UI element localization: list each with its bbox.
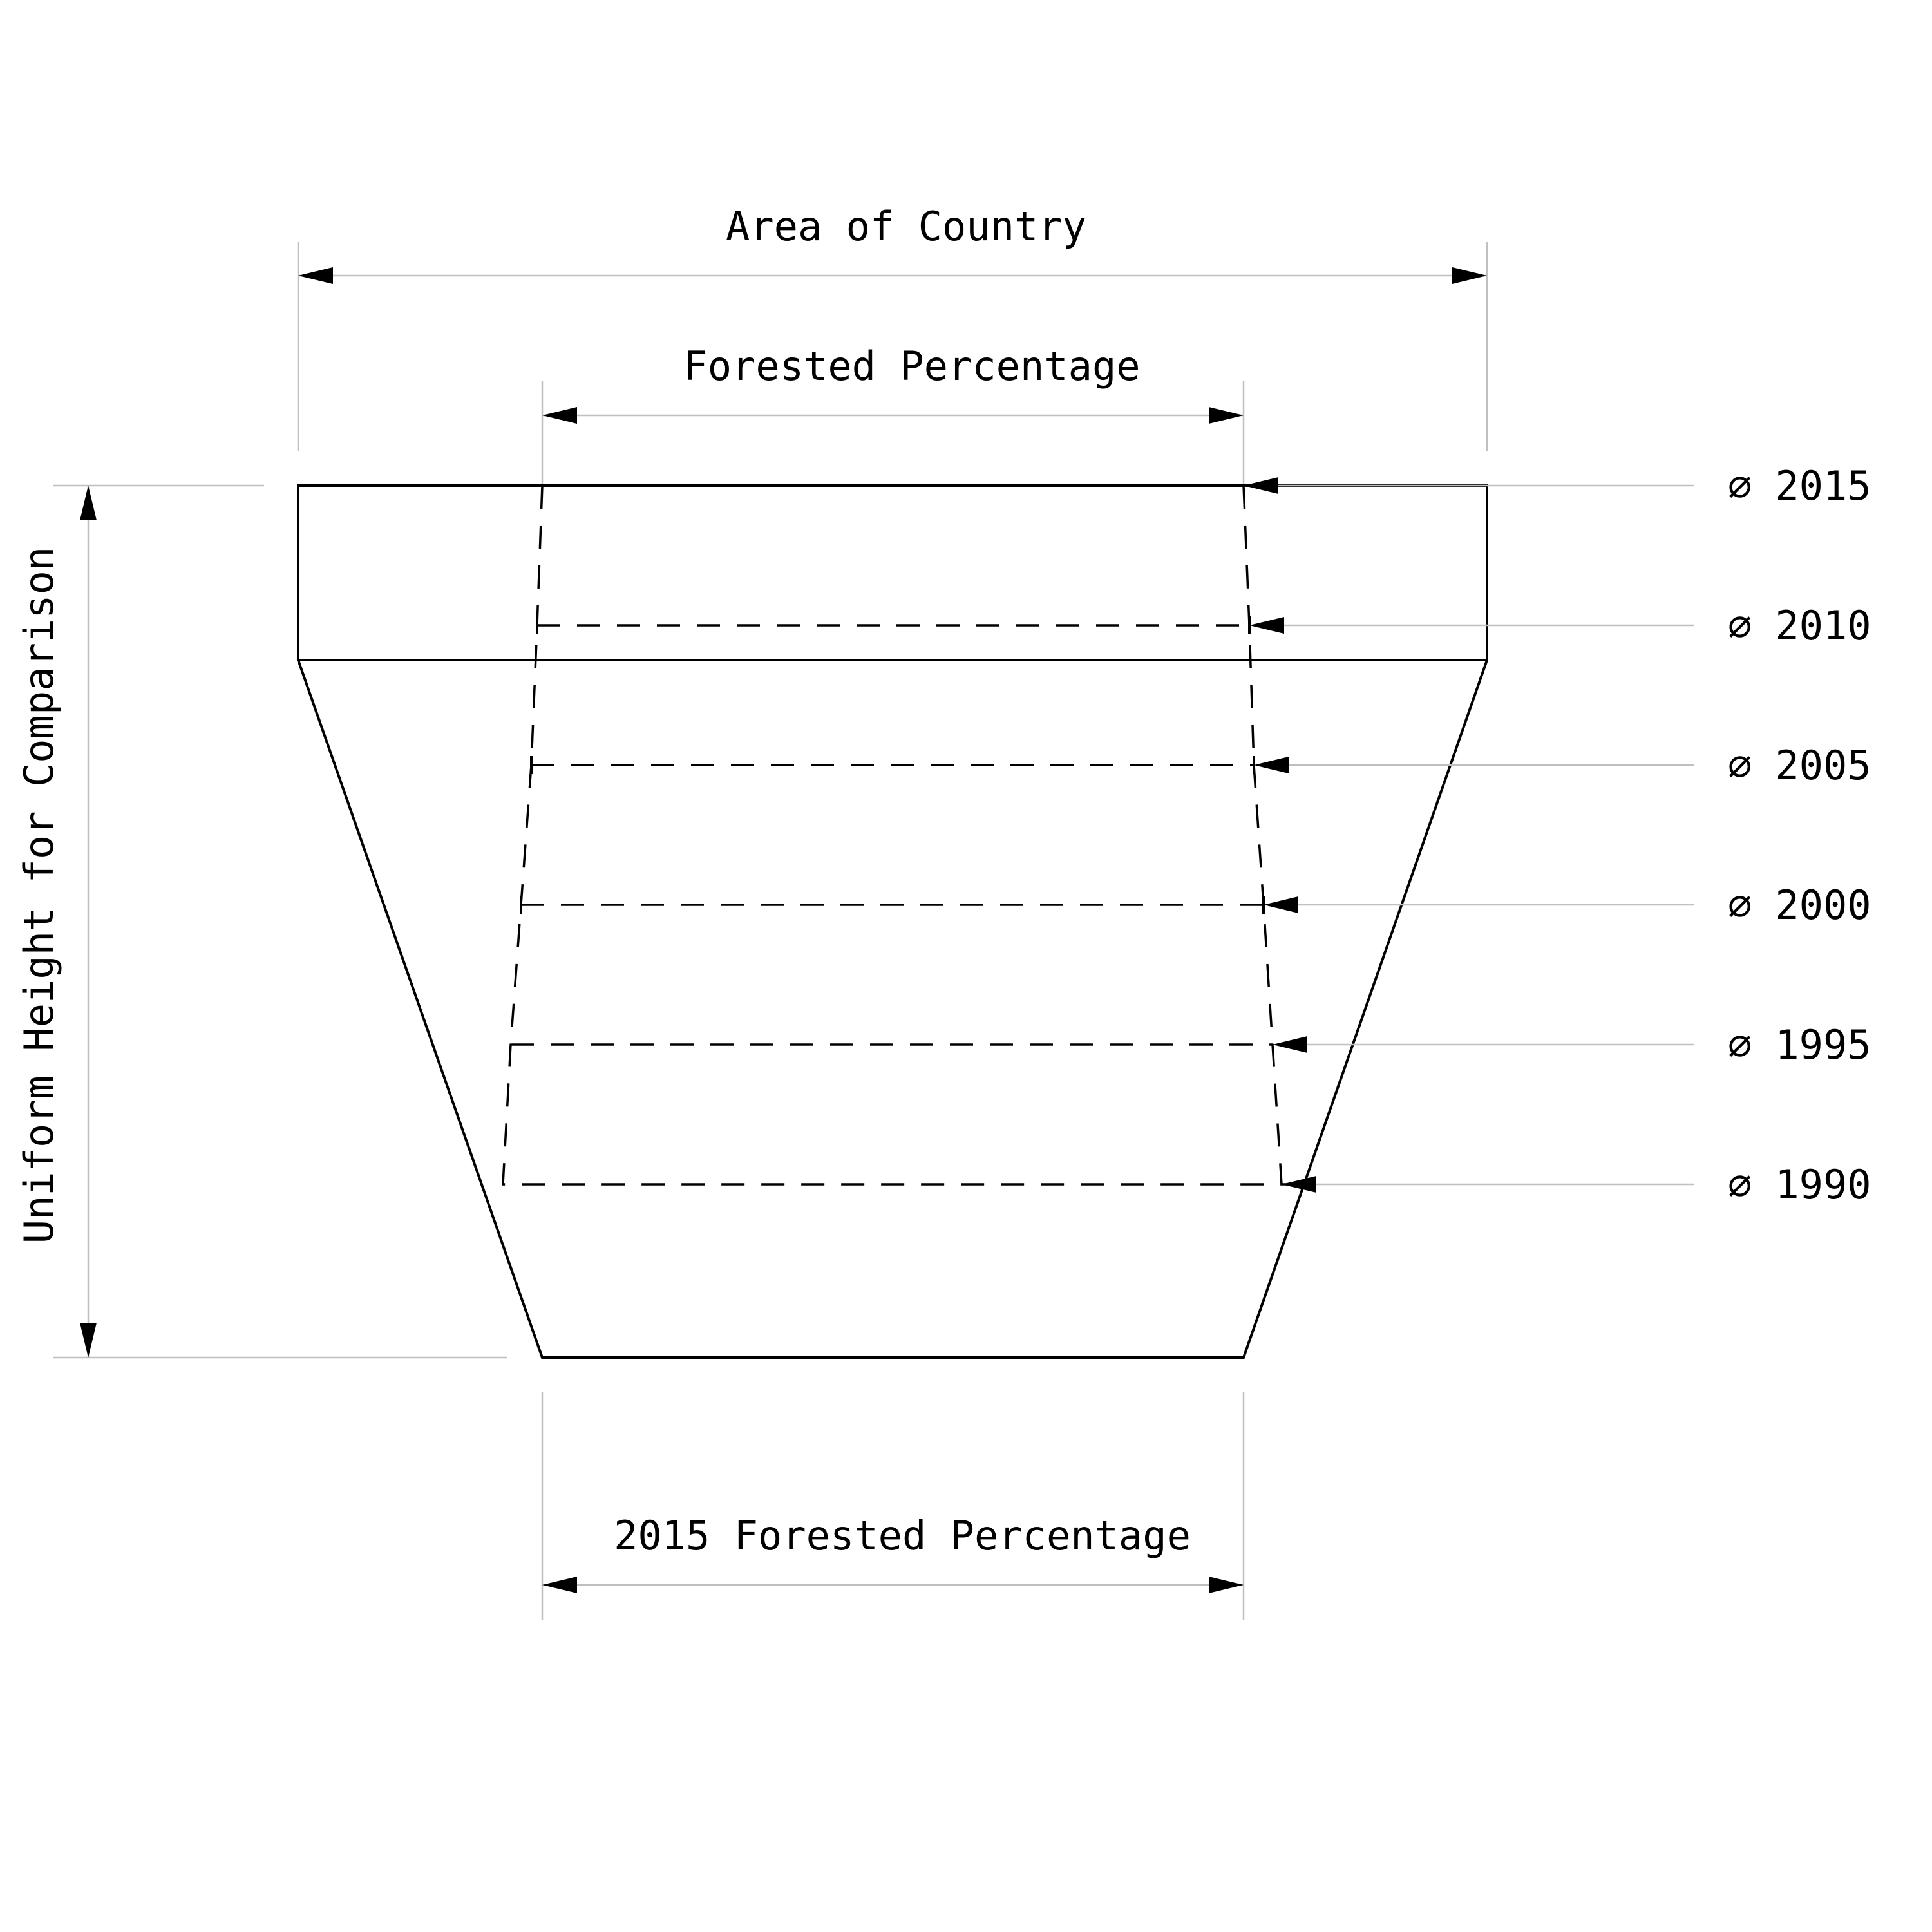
diameter-icon: ⌀ — [1728, 602, 1752, 649]
year-label: ⌀ 2005 — [1728, 742, 1871, 789]
leader-arrowhead — [1249, 617, 1284, 634]
arrowhead-right — [1452, 267, 1487, 284]
year-marker-2015: ⌀ 2015 — [1244, 462, 1871, 509]
diameter-icon: ⌀ — [1728, 882, 1752, 929]
forested-trapezoid — [297, 659, 1488, 1359]
leader-arrowhead — [1282, 1176, 1316, 1193]
forested-percentage-label: Forested Percentage — [683, 343, 1140, 390]
diameter-icon: ⌀ — [1728, 1161, 1752, 1208]
diameter-icon: ⌀ — [1728, 462, 1752, 509]
forested-percentage-2015-label: 2015 Forested Percentage — [614, 1512, 1191, 1559]
year-label: ⌀ 1995 — [1728, 1021, 1871, 1068]
forested-history-outline — [502, 485, 1288, 1186]
diameter-icon: ⌀ — [1728, 1021, 1752, 1068]
uniform-height-dimension: Uniform Height for Comparison — [15, 484, 507, 1359]
year-marker-1995: ⌀ 1995 — [1273, 1021, 1871, 1068]
year-label: ⌀ 2010 — [1728, 602, 1871, 649]
year-label: ⌀ 2000 — [1728, 882, 1871, 929]
leader-arrowhead — [1244, 477, 1278, 494]
arrowhead-top — [80, 486, 97, 520]
area-of-country-dimension: Area of Country — [297, 203, 1488, 451]
arrowhead-right — [1209, 1577, 1244, 1593]
year-label: ⌀ 1990 — [1728, 1161, 1871, 1208]
arrowhead-left — [542, 1577, 577, 1593]
forested-percentage-2015-dimension: 2015 Forested Percentage — [541, 1392, 1245, 1620]
leader-arrowhead — [1254, 757, 1289, 773]
country-area-rectangle — [297, 484, 1488, 661]
year-value: 2015 — [1775, 462, 1871, 509]
area-of-country-label: Area of Country — [726, 203, 1086, 250]
arrowhead-bottom — [80, 1323, 97, 1358]
year-value: 2005 — [1775, 742, 1871, 789]
country-shape — [297, 484, 1488, 1359]
year-value: 2000 — [1775, 882, 1871, 929]
year-marker-1990: ⌀ 1990 — [1282, 1161, 1871, 1208]
arrowhead-right — [1209, 407, 1244, 424]
uniform-height-label: Uniform Height for Comparison — [15, 547, 62, 1244]
arrowhead-left — [542, 407, 577, 424]
forested-percentage-dimension: Forested Percentage — [541, 343, 1245, 484]
diameter-icon: ⌀ — [1728, 742, 1752, 789]
leader-arrowhead — [1264, 896, 1298, 913]
arrowhead-left — [298, 267, 333, 284]
dashed-left-boundary — [502, 485, 1288, 1186]
year-markers: ⌀ 2015 ⌀ 2010 ⌀ 2005 ⌀ 2000 ⌀ 1995 ⌀ 1990 — [1244, 462, 1871, 1208]
leader-arrowhead — [1273, 1036, 1307, 1053]
year-value: 1990 — [1775, 1161, 1871, 1208]
dashed-right-boundary — [1242, 485, 1283, 1185]
year-marker-2005: ⌀ 2005 — [1254, 742, 1871, 789]
year-value: 1995 — [1775, 1021, 1871, 1068]
year-value: 2010 — [1775, 602, 1871, 649]
year-marker-2010: ⌀ 2010 — [1249, 602, 1871, 649]
year-marker-2000: ⌀ 2000 — [1264, 882, 1871, 929]
year-label: ⌀ 2015 — [1728, 462, 1871, 509]
